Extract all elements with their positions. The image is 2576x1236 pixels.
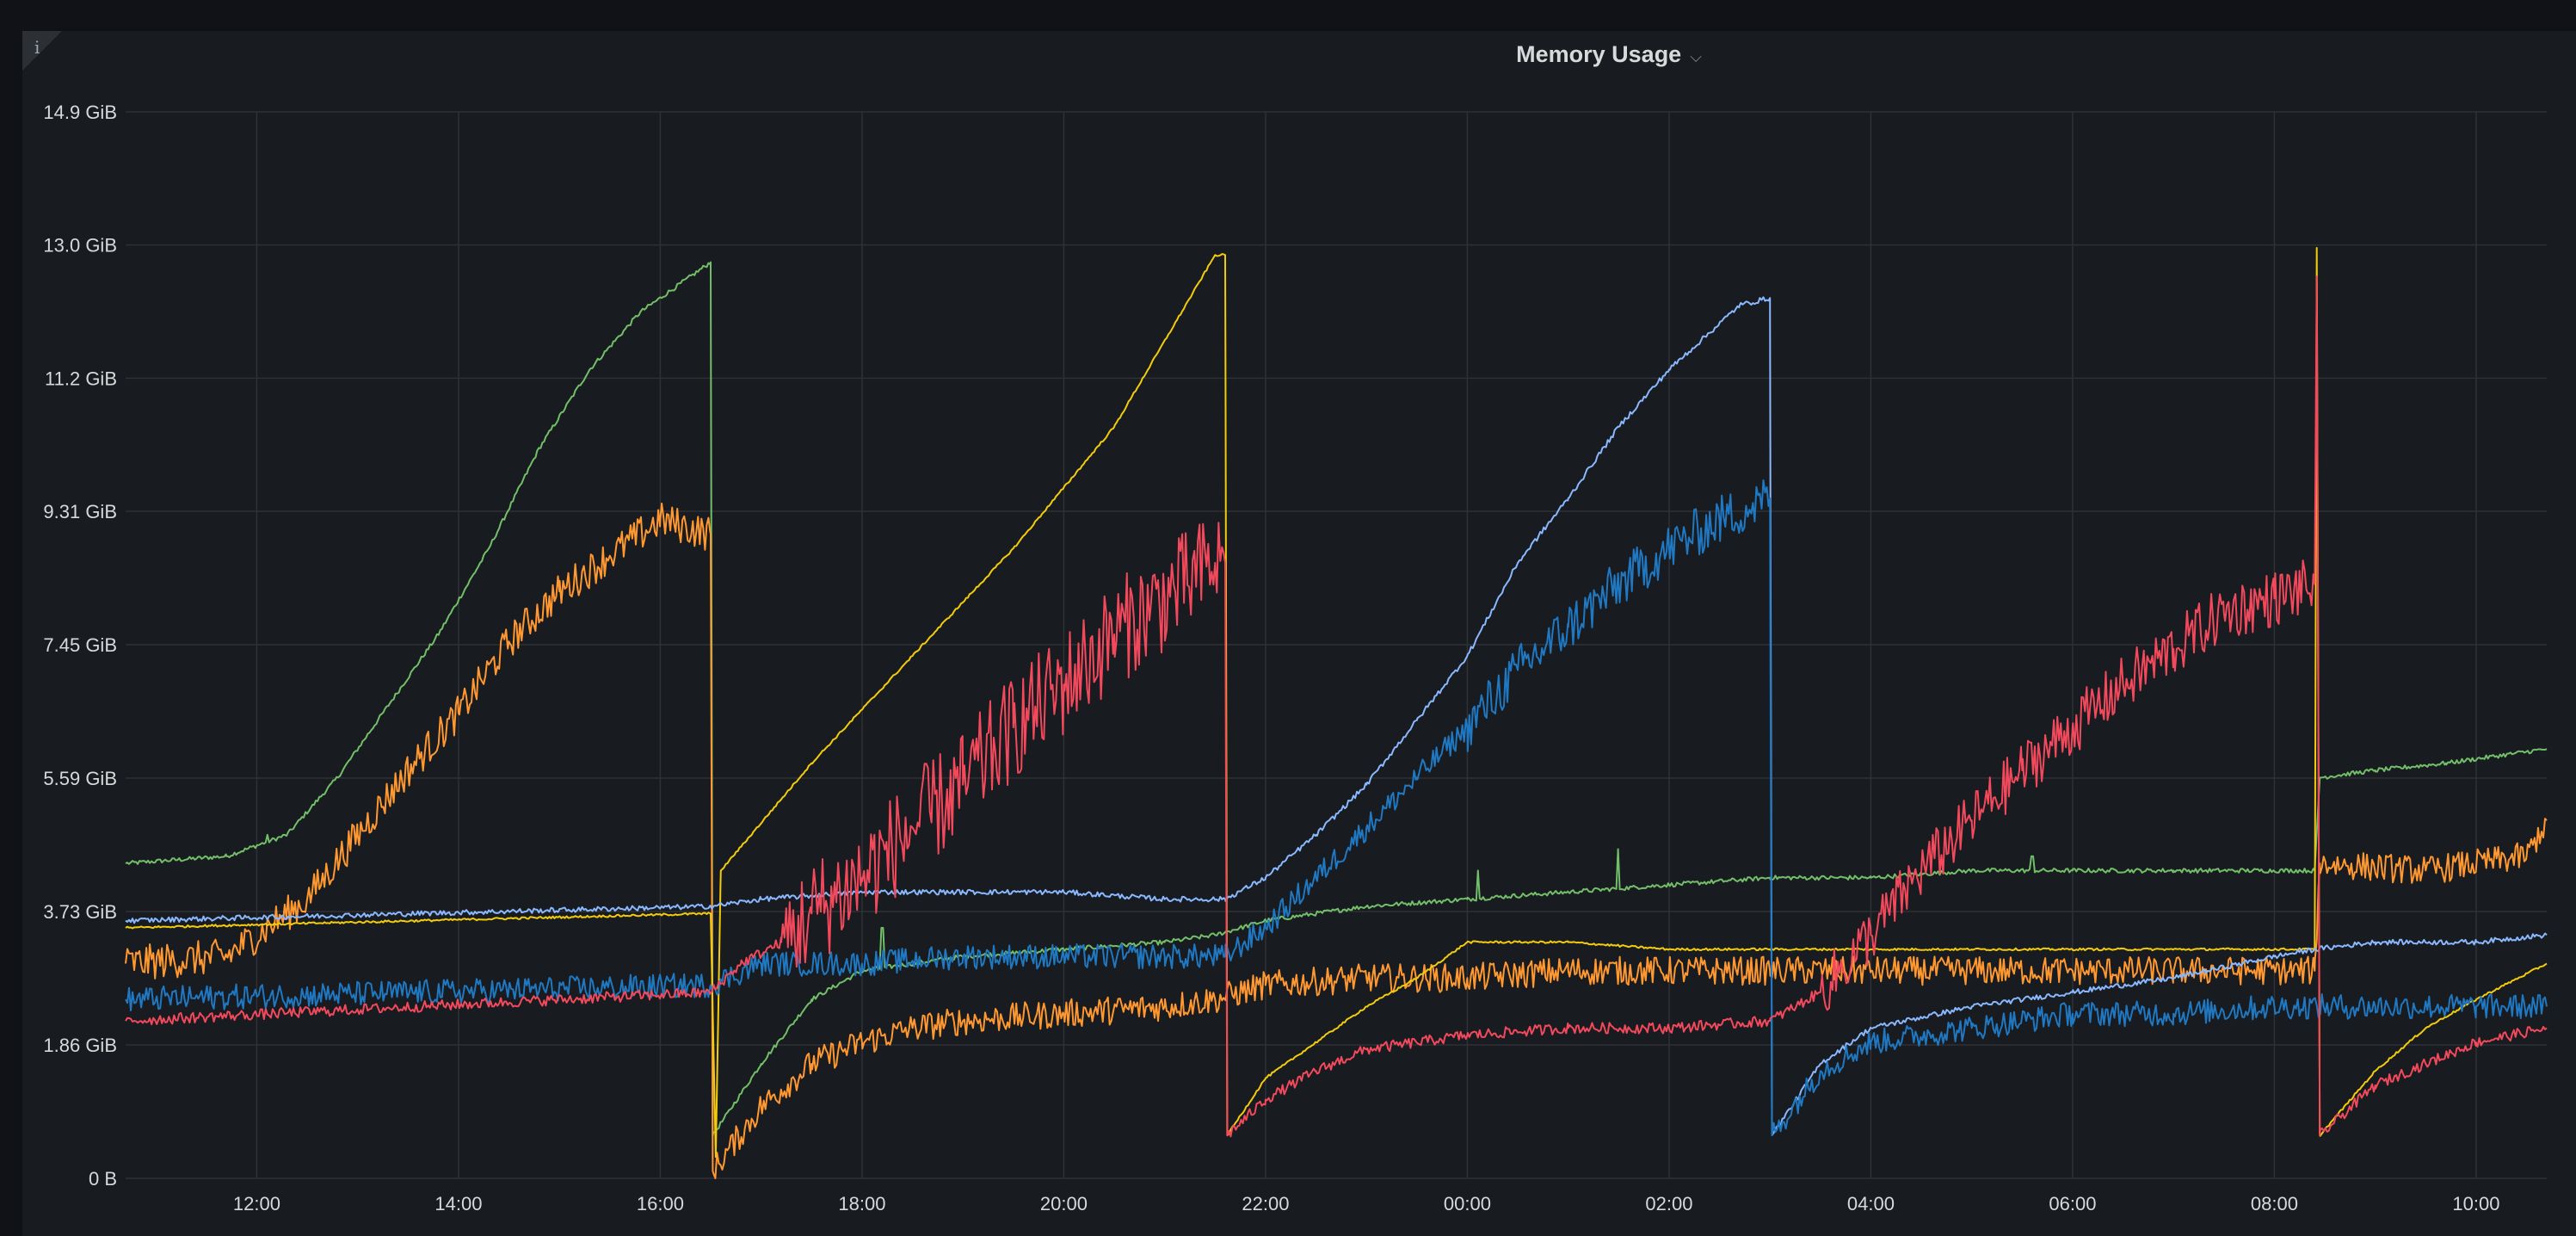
series-lines: [125, 247, 2548, 1179]
panel-title[interactable]: Memory Usage: [1516, 41, 1682, 67]
x-tick-label: 06:00: [2049, 1193, 2096, 1214]
x-tick-label: 20:00: [1040, 1193, 1088, 1214]
grid-lines: [126, 111, 2547, 1179]
x-tick-label: 04:00: [1847, 1193, 1895, 1214]
series-line: [125, 261, 2548, 1137]
y-tick-label: 9.31 GiB: [43, 501, 117, 522]
x-tick-label: 18:00: [838, 1193, 885, 1214]
x-tick-label: 16:00: [637, 1193, 684, 1214]
series-line: [125, 275, 2548, 1138]
series-line: [125, 296, 2548, 1137]
y-tick-label: 11.2 GiB: [45, 368, 117, 389]
panel-title-wrapper[interactable]: Memory Usage ⌵: [0, 41, 2576, 68]
y-axis: 0 B 1.86 GiB 3.73 GiB 5.59 GiB 7.45 GiB 9.31 …: [43, 102, 117, 1190]
x-tick-label: 08:00: [2251, 1193, 2298, 1214]
x-axis: 12:00 14:00 16:00 18:00 20:00 22:00 00:00 02:00…: [233, 1193, 2500, 1214]
series-line: [125, 502, 2548, 1179]
chevron-down-icon[interactable]: ⌵: [1690, 48, 1702, 65]
y-tick-label: 14.9 GiB: [43, 102, 117, 123]
series-line: [125, 247, 2548, 1159]
y-tick-label: 3.73 GiB: [43, 901, 117, 923]
y-tick-label: 5.59 GiB: [43, 768, 117, 789]
chart-panel: i: [22, 31, 2576, 1236]
x-tick-label: 14:00: [434, 1193, 482, 1214]
y-tick-label: 7.45 GiB: [43, 634, 117, 656]
info-corner[interactable]: [22, 31, 62, 71]
x-tick-label: 00:00: [1444, 1193, 1491, 1214]
x-tick-label: 10:00: [2452, 1193, 2499, 1214]
x-tick-label: 02:00: [1645, 1193, 1692, 1214]
series-line: [125, 479, 2548, 1137]
y-tick-label: 13.0 GiB: [43, 235, 117, 256]
info-icon[interactable]: i: [34, 37, 40, 58]
x-tick-label: 12:00: [233, 1193, 280, 1214]
y-tick-label: 0 B: [89, 1168, 117, 1190]
y-tick-label: 1.86 GiB: [43, 1035, 117, 1056]
x-tick-label: 22:00: [1242, 1193, 1289, 1214]
